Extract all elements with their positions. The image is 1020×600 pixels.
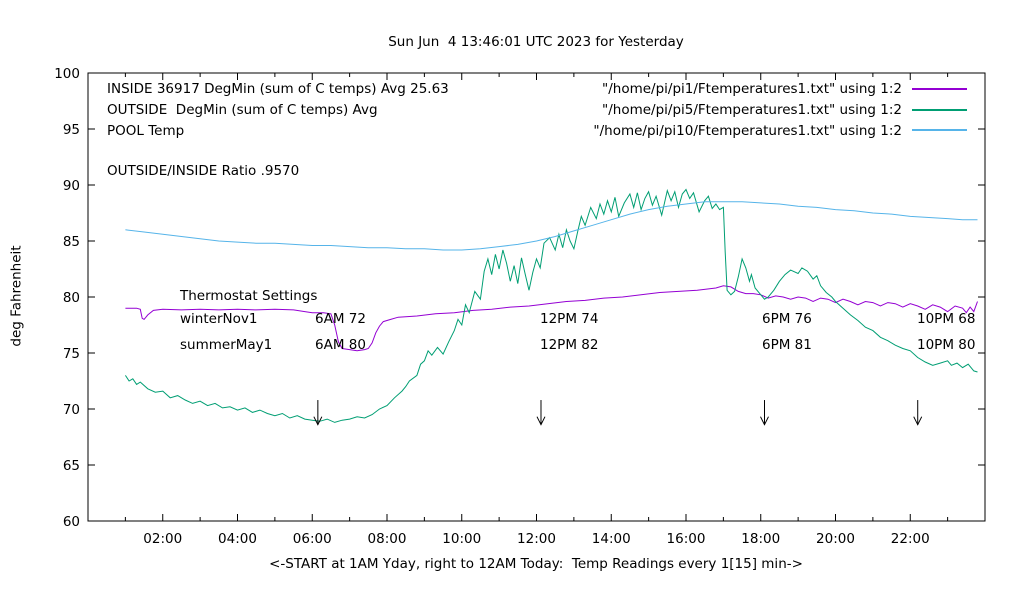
x-tick-label: 14:00 xyxy=(591,531,631,547)
y-tick-label: 90 xyxy=(62,178,80,194)
series-line-pool xyxy=(125,201,978,251)
legend-file-pool: "/home/pi/pi10/Ftemperatures1.txt" using… xyxy=(593,123,902,139)
y-tick-label: 75 xyxy=(62,346,80,362)
y-tick-label: 65 xyxy=(62,458,80,474)
legend-label-inside: INSIDE 36917 DegMin (sum of C temps) Avg… xyxy=(107,81,449,97)
legend-sample-outside-line xyxy=(912,109,967,111)
thermostat-winter-10pm: 10PM 68 xyxy=(917,311,976,327)
legend-sample-pool-line xyxy=(912,129,967,131)
thermostat-arrow-head xyxy=(536,416,546,426)
chart-title: Sun Jun 4 13:46:01 UTC 2023 for Yesterda… xyxy=(388,34,684,50)
x-tick-label: 12:00 xyxy=(517,531,556,547)
legend-ratio-label: OUTSIDE/INSIDE Ratio .9570 xyxy=(107,163,300,179)
y-tick-label: 100 xyxy=(54,66,80,82)
thermostat-winter-12pm: 12PM 74 xyxy=(540,311,599,327)
thermostat-summer-12pm: 12PM 82 xyxy=(540,337,599,353)
x-tick-label: 02:00 xyxy=(143,531,183,547)
series-line-inside xyxy=(125,285,978,352)
legend-file-outside: "/home/pi/pi5/Ftemperatures1.txt" using … xyxy=(602,102,902,118)
legend-file-inside: "/home/pi/pi1/Ftemperatures1.txt" using … xyxy=(602,81,902,97)
x-tick-label: 04:00 xyxy=(218,531,257,547)
x-tick-label: 06:00 xyxy=(292,531,332,547)
thermostat-arrow-head xyxy=(313,416,323,426)
legend-label-outside: OUTSIDE DegMin (sum of C temps) Avg xyxy=(107,102,378,118)
thermostat-winter-name: winterNov1 xyxy=(180,311,258,327)
y-tick-label: 60 xyxy=(62,514,80,530)
legend-label-pool: POOL Temp xyxy=(107,123,185,139)
series-line-outside xyxy=(124,188,978,423)
y-tick-label: 70 xyxy=(62,402,80,418)
thermostat-summer-6am: 6AM 80 xyxy=(315,337,366,353)
thermostat-arrow-head xyxy=(760,416,769,426)
y-axis-label: deg Fahrenheit xyxy=(8,245,25,347)
x-tick-label: 18:00 xyxy=(741,531,781,547)
legend-sample-inside-line xyxy=(912,88,967,90)
x-tick-label: 20:00 xyxy=(816,531,855,547)
thermostat-settings-title: Thermostat Settings xyxy=(180,288,318,304)
thermostat-summer-name: summerMay1 xyxy=(180,337,273,353)
x-tick-label: 16:00 xyxy=(666,531,706,547)
x-tick-label: 08:00 xyxy=(367,531,407,547)
y-tick-label: 85 xyxy=(62,234,80,250)
y-tick-label: 80 xyxy=(62,290,80,306)
thermostat-summer-6pm: 6PM 81 xyxy=(762,337,812,353)
x-tick-label: 10:00 xyxy=(442,531,482,547)
x-axis-label: <-START at 1AM Yday, right to 12AM Today… xyxy=(269,556,803,572)
thermostat-arrow-head xyxy=(913,416,923,426)
thermostat-winter-6pm: 6PM 76 xyxy=(762,311,812,327)
thermostat-winter-6am: 6AM 72 xyxy=(315,311,366,327)
y-tick-label: 95 xyxy=(62,122,80,138)
thermostat-summer-10pm: 10PM 80 xyxy=(917,337,976,353)
x-tick-label: 22:00 xyxy=(890,531,930,547)
